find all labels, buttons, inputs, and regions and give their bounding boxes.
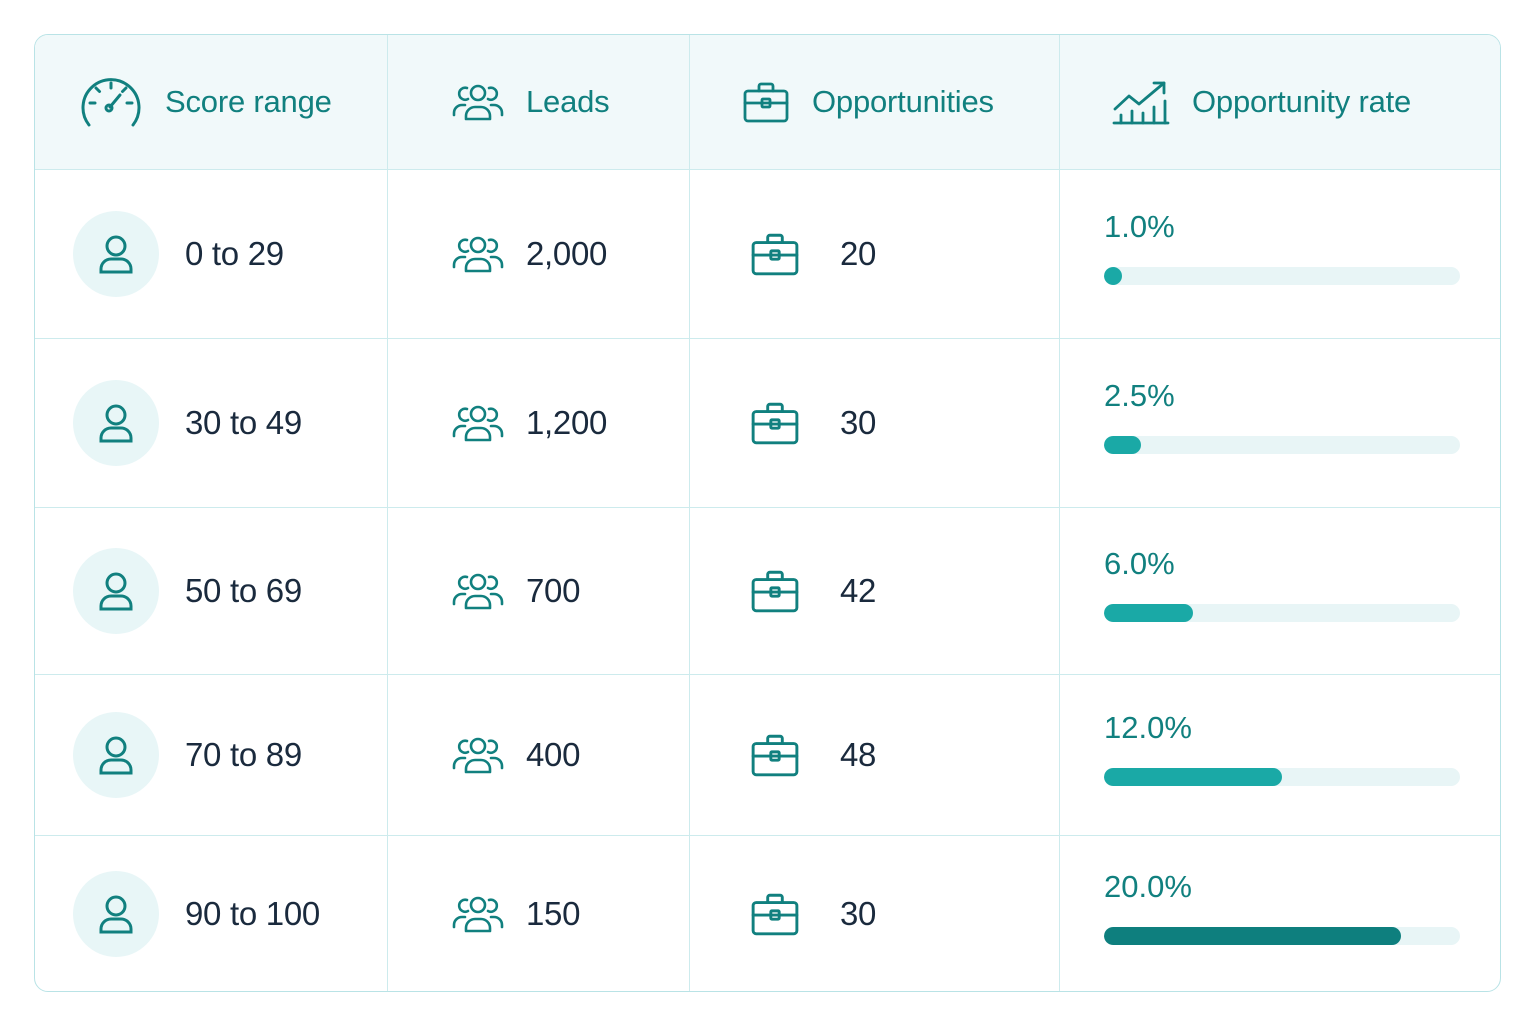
table-grid: Score range 0 to 29 30 to 49 50 to 69 70… <box>35 35 1500 991</box>
speedometer-icon <box>79 75 143 129</box>
header-leads-label: Leads <box>526 84 610 119</box>
people-icon <box>452 735 504 775</box>
score-range-value: 30 to 49 <box>185 404 302 441</box>
opportunities-value: 20 <box>840 235 877 272</box>
person-icon <box>92 230 140 278</box>
table-row-opportunities: 30 <box>690 836 1060 991</box>
rate-bar <box>1104 436 1141 454</box>
header-score-range: Score range <box>35 35 388 170</box>
rate-bar <box>1104 926 1401 945</box>
rate-bar-track <box>1104 267 1460 285</box>
rate-bar-track <box>1104 436 1460 454</box>
briefcase-icon <box>750 400 800 446</box>
table-row-rate: 2.5% <box>1060 339 1500 508</box>
score-range-value: 70 to 89 <box>185 736 302 773</box>
column-opportunities: Opportunities 20 30 42 48 30 <box>690 35 1060 991</box>
table-row-score: 70 to 89 <box>35 675 388 836</box>
opportunities-value: 48 <box>840 736 877 773</box>
rate-label: 2.5% <box>1104 378 1175 413</box>
rate-bar-track <box>1104 768 1460 786</box>
table-row-leads: 700 <box>388 508 690 675</box>
opportunities-value: 30 <box>840 894 877 932</box>
people-icon <box>452 403 504 443</box>
rate-label: 1.0% <box>1104 209 1175 244</box>
person-icon <box>92 731 140 779</box>
leads-value: 2,000 <box>526 235 608 272</box>
table-row-opportunities: 30 <box>690 339 1060 508</box>
header-opportunity-rate: Opportunity rate <box>1060 35 1500 170</box>
leads-value: 1,200 <box>526 404 608 441</box>
avatar <box>73 712 159 798</box>
person-icon <box>92 399 140 447</box>
leads-value: 700 <box>526 572 581 609</box>
opportunities-value: 30 <box>840 404 877 441</box>
table-row-opportunities: 42 <box>690 508 1060 675</box>
briefcase-icon <box>750 231 800 277</box>
table-row-rate: 20.0% <box>1060 836 1500 991</box>
people-icon <box>452 234 504 274</box>
header-opportunity-rate-label: Opportunity rate <box>1192 84 1412 119</box>
header-opportunities-label: Opportunities <box>812 84 994 119</box>
table-row-rate: 1.0% <box>1060 170 1500 339</box>
people-icon <box>452 571 504 611</box>
avatar <box>73 870 159 957</box>
header-opportunities: Opportunities <box>690 35 1060 170</box>
leads-value: 150 <box>526 894 581 932</box>
people-icon <box>452 894 504 934</box>
column-score-range: Score range 0 to 29 30 to 49 50 to 69 70… <box>35 35 388 991</box>
rate-bar-track <box>1104 926 1460 945</box>
score-range-value: 0 to 29 <box>185 235 284 272</box>
header-leads: Leads <box>388 35 690 170</box>
person-icon <box>92 567 140 615</box>
score-range-value: 50 to 69 <box>185 572 302 609</box>
rate-bar <box>1104 267 1122 285</box>
avatar <box>73 548 159 634</box>
table-row-opportunities: 20 <box>690 170 1060 339</box>
header-score-range-label: Score range <box>165 84 332 119</box>
briefcase-icon <box>742 81 790 123</box>
table-row-rate: 6.0% <box>1060 508 1500 675</box>
rate-label: 20.0% <box>1104 868 1192 904</box>
opportunities-value: 42 <box>840 572 877 609</box>
table-row-leads: 150 <box>388 836 690 991</box>
rate-bar-track <box>1104 604 1460 622</box>
avatar <box>73 380 159 466</box>
people-icon <box>452 82 504 122</box>
briefcase-icon <box>750 891 800 937</box>
rate-label: 6.0% <box>1104 546 1175 581</box>
leads-value: 400 <box>526 736 581 773</box>
table-row-score: 30 to 49 <box>35 339 388 508</box>
table-row-score: 90 to 100 <box>35 836 388 991</box>
table-row-opportunities: 48 <box>690 675 1060 836</box>
table-row-rate: 12.0% <box>1060 675 1500 836</box>
briefcase-icon <box>750 568 800 614</box>
score-range-value: 90 to 100 <box>185 894 320 932</box>
table-row-score: 0 to 29 <box>35 170 388 339</box>
avatar <box>73 211 159 297</box>
column-opportunity-rate: Opportunity rate 1.0% 2.5% 6.0% 12.0% 20… <box>1060 35 1500 991</box>
table-row-leads: 2,000 <box>388 170 690 339</box>
rate-label: 12.0% <box>1104 710 1192 745</box>
table-row-score: 50 to 69 <box>35 508 388 675</box>
column-leads: Leads 2,000 1,200 700 400 150 <box>388 35 690 991</box>
table-row-leads: 400 <box>388 675 690 836</box>
person-icon <box>92 890 140 938</box>
rate-bar <box>1104 768 1282 786</box>
score-table: Score range 0 to 29 30 to 49 50 to 69 70… <box>34 34 1501 992</box>
rate-bar <box>1104 604 1193 622</box>
trend-chart-icon <box>1112 79 1170 125</box>
briefcase-icon <box>750 732 800 778</box>
table-row-leads: 1,200 <box>388 339 690 508</box>
